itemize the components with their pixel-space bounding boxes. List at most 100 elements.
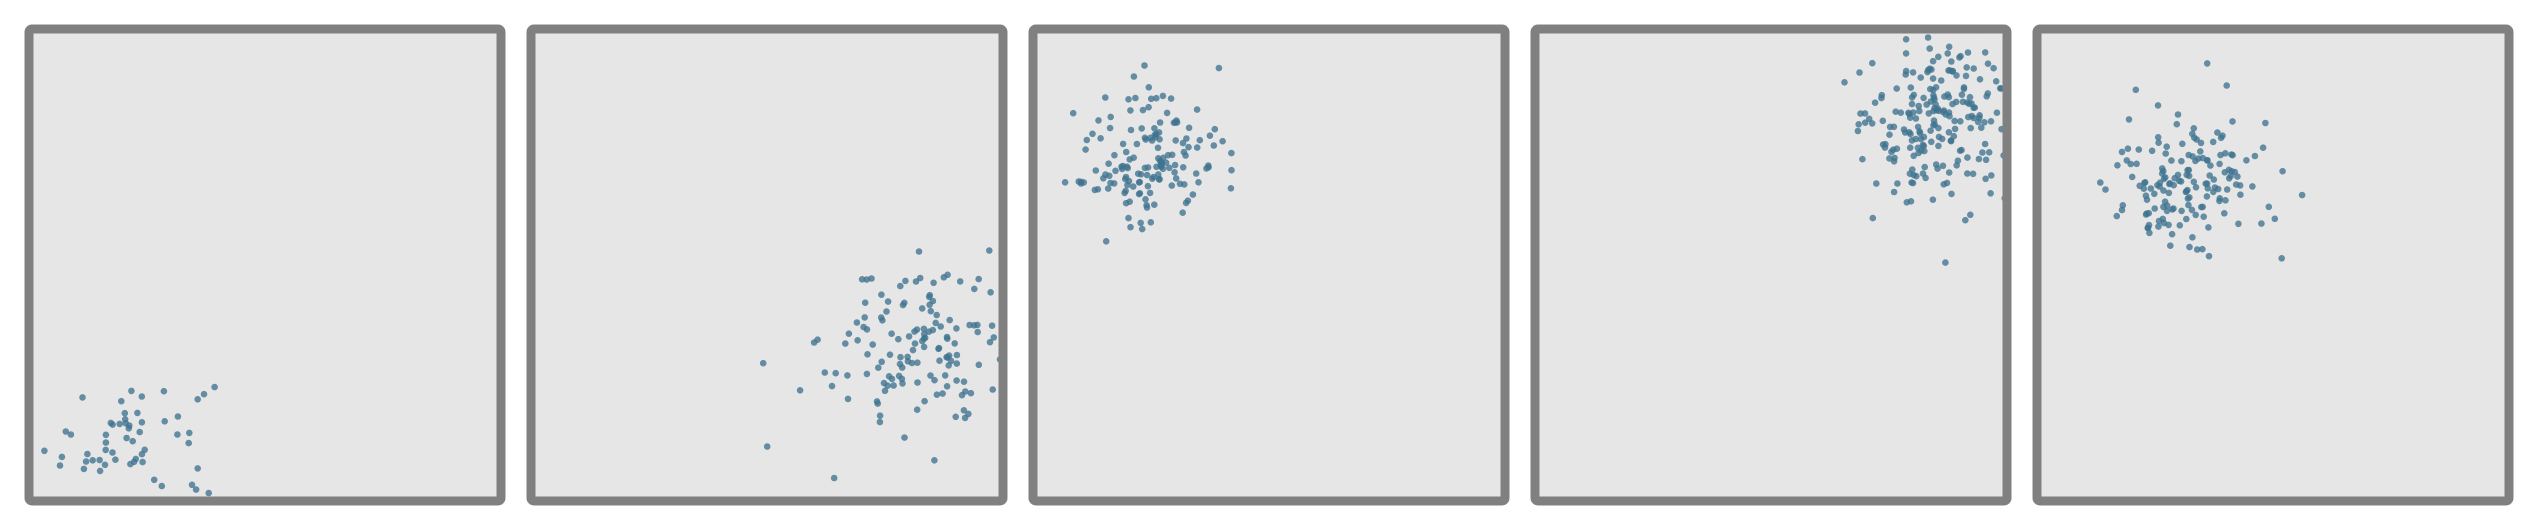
data-point (1171, 161, 1179, 169)
data-point (1228, 149, 1235, 157)
data-point (194, 465, 201, 472)
data-point (2265, 203, 2273, 211)
data-point (2210, 176, 2218, 183)
scatter-panel-3 (1028, 24, 1510, 506)
data-point (988, 322, 996, 330)
data-point (101, 461, 109, 469)
data-point (1127, 126, 1135, 134)
data-point (136, 507, 143, 514)
data-point (1964, 170, 1971, 177)
data-point (1210, 142, 1218, 149)
data-point (953, 360, 961, 367)
points-group (29, 383, 218, 514)
data-point (1179, 164, 1187, 171)
data-point (186, 429, 193, 437)
data-point (2192, 184, 2200, 191)
data-point (905, 333, 913, 340)
data-point (927, 372, 934, 379)
data-point (2204, 185, 2212, 192)
data-point (2151, 205, 2158, 212)
data-point (2161, 198, 2169, 205)
data-point (1127, 107, 1134, 114)
data-point (1929, 196, 1937, 203)
data-point (1987, 190, 1994, 197)
data-point (1982, 156, 1990, 164)
data-point (952, 413, 959, 421)
data-point (958, 391, 966, 399)
data-point (1147, 95, 1155, 103)
data-point (886, 351, 894, 359)
data-point (1132, 94, 1139, 102)
data-point (926, 291, 934, 299)
data-point (1146, 189, 1154, 197)
data-point (975, 361, 983, 369)
data-point (2113, 212, 2121, 220)
data-point (1908, 94, 1916, 101)
panel-frame (24, 24, 506, 506)
data-point (1928, 138, 1935, 146)
data-point (1981, 140, 1989, 148)
data-point (1869, 59, 1876, 67)
data-point (1136, 190, 1144, 197)
data-point (1869, 214, 1877, 222)
data-point (930, 279, 937, 287)
data-point (927, 307, 935, 315)
data-point (2155, 139, 2162, 146)
data-point (1942, 259, 1949, 266)
data-point (2221, 169, 2229, 176)
data-point (169, 506, 176, 513)
data-point (1196, 136, 1204, 144)
data-point (2167, 242, 2174, 249)
data-point (1928, 66, 1935, 73)
data-point (1841, 79, 1848, 86)
data-point (990, 334, 998, 341)
data-point (1890, 146, 1897, 153)
data-point (904, 353, 911, 361)
data-point (951, 340, 958, 347)
data-point (884, 298, 892, 305)
data-point (920, 330, 928, 338)
data-point (1981, 119, 1988, 126)
data-point (986, 338, 994, 346)
data-point (939, 390, 946, 397)
data-point (107, 419, 115, 427)
data-point (1950, 132, 1958, 140)
data-point (2259, 144, 2267, 151)
data-point (975, 275, 982, 283)
data-point (1927, 127, 1934, 134)
data-point (1179, 209, 1186, 216)
data-point (1967, 124, 1974, 132)
data-point (1167, 95, 1175, 102)
data-point (1106, 124, 1114, 132)
data-point (1925, 110, 1933, 117)
data-point (2189, 153, 2196, 160)
data-point (123, 434, 130, 442)
data-point (138, 419, 146, 426)
data-point (853, 319, 861, 326)
data-point (987, 289, 994, 296)
data-point (2214, 185, 2222, 193)
data-point (1920, 94, 1927, 102)
data-point (2165, 189, 2173, 197)
data-point (1215, 64, 1223, 72)
data-point (1944, 91, 1951, 98)
data-point (1902, 71, 1909, 78)
data-point (1964, 154, 1971, 161)
data-point (1951, 117, 1958, 125)
panel-frame (1028, 24, 1510, 506)
data-point (1122, 173, 1130, 181)
data-point (1970, 65, 1977, 72)
data-point (2222, 197, 2229, 204)
data-point (884, 382, 891, 390)
data-point (1922, 174, 1929, 182)
data-point (2192, 211, 2199, 219)
data-point (1192, 170, 1200, 177)
data-point (1902, 50, 1910, 57)
data-point (864, 351, 871, 358)
data-point (1945, 43, 1953, 51)
data-point (1909, 69, 1917, 76)
data-point (2249, 183, 2256, 190)
data-point (56, 462, 64, 469)
data-point (96, 456, 103, 464)
data-point (1924, 34, 1932, 41)
